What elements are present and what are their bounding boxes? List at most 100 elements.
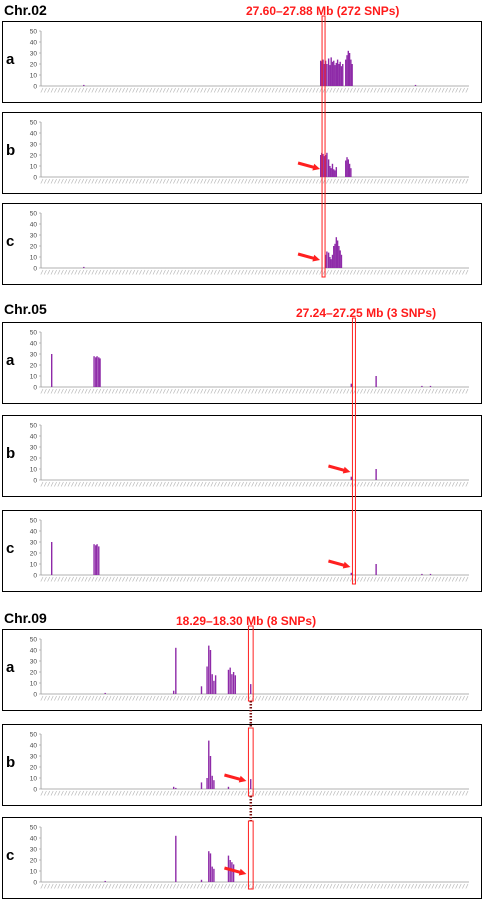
- x-tick-label: [309, 576, 312, 582]
- x-tick-label: [115, 269, 119, 275]
- x-tick-label: [196, 576, 200, 582]
- x-tick-label: [200, 576, 204, 582]
- region-label: 27.60–27.88 Mb (272 SNPs): [246, 4, 400, 18]
- x-tick-label: [312, 695, 316, 701]
- x-tick-label: [247, 178, 251, 184]
- x-tick-label: [404, 576, 408, 582]
- x-tick-label: [227, 695, 231, 701]
- x-tick-label: [210, 481, 214, 487]
- x-tick-label: [190, 576, 193, 582]
- x-tick-label: [159, 388, 163, 394]
- x-tick-label: [394, 481, 397, 487]
- snp-bar: [324, 60, 327, 86]
- x-tick-label: [288, 790, 292, 796]
- x-tick-label: [455, 883, 459, 889]
- x-tick-label: [428, 87, 431, 93]
- x-tick-label: [356, 269, 360, 275]
- x-tick-label: [159, 178, 163, 184]
- x-tick-label: [312, 87, 316, 93]
- x-tick-label: [111, 790, 115, 796]
- x-tick-label: [264, 883, 268, 889]
- x-tick-label: [438, 87, 442, 93]
- x-tick-label: [190, 178, 193, 184]
- snp-bar: [200, 879, 203, 882]
- x-tick-label: [142, 388, 146, 394]
- x-tick-label: [207, 883, 210, 889]
- x-tick-label: [203, 790, 207, 796]
- snp-bar: [95, 545, 97, 575]
- x-tick-label: [332, 883, 336, 889]
- x-tick-label: [363, 269, 367, 275]
- x-tick-label: [196, 883, 200, 889]
- x-tick-label: [312, 576, 316, 582]
- x-tick-label: [47, 87, 51, 93]
- x-tick-label: [305, 269, 309, 275]
- x-tick-label: [47, 388, 51, 394]
- x-tick-label: [390, 87, 394, 93]
- x-tick-label: [455, 388, 459, 394]
- x-tick-label: [193, 178, 197, 184]
- x-tick-label: [397, 87, 401, 93]
- x-tick-label: [91, 269, 95, 275]
- x-tick-label: [298, 695, 302, 701]
- x-tick-label: [207, 269, 210, 275]
- x-tick-label: [176, 87, 180, 93]
- x-tick-label: [74, 388, 78, 394]
- x-tick-label: [94, 576, 98, 582]
- x-tick-label: [305, 481, 309, 487]
- x-tick-label: [81, 269, 85, 275]
- x-tick-label: [441, 883, 445, 889]
- x-tick-label: [88, 576, 91, 582]
- x-tick-label: [84, 695, 88, 701]
- x-tick-label: [264, 388, 268, 394]
- snp-bar: [334, 243, 336, 268]
- x-tick-label: [179, 87, 183, 93]
- x-tick-label: [111, 87, 115, 93]
- x-tick-label: [213, 883, 217, 889]
- x-tick-label: [183, 87, 187, 93]
- chart-panel-c: c 0 10 20 30 40 50: [2, 817, 482, 899]
- x-tick-label: [380, 87, 384, 93]
- x-tick-label: [390, 269, 394, 275]
- x-tick-label: [54, 388, 57, 394]
- x-tick-label: [251, 883, 255, 889]
- x-tick-label: [302, 269, 306, 275]
- x-tick-label: [125, 87, 129, 93]
- x-tick-label: [441, 178, 445, 184]
- x-tick-label: [139, 883, 142, 889]
- x-tick-label: [441, 481, 445, 487]
- arrow-shaft: [224, 866, 243, 875]
- x-tick-label: [380, 388, 384, 394]
- snp-bar: [209, 853, 212, 882]
- x-tick-label: [462, 269, 465, 275]
- x-tick-label: [380, 695, 384, 701]
- x-tick-label: [74, 178, 78, 184]
- x-tick-label: [241, 87, 244, 93]
- x-tick-label: [230, 576, 234, 582]
- x-tick-label: [343, 883, 346, 889]
- x-tick-label: [428, 695, 431, 701]
- x-tick-label: [54, 695, 57, 701]
- x-tick-label: [74, 481, 78, 487]
- x-tick-label: [166, 388, 170, 394]
- x-tick-label: [190, 883, 193, 889]
- x-tick-label: [139, 388, 142, 394]
- x-tick-label: [448, 790, 452, 796]
- x-tick-label: [105, 695, 108, 701]
- x-tick-label: [227, 481, 231, 487]
- x-tick-label: [319, 576, 323, 582]
- x-tick-label: [64, 883, 68, 889]
- x-tick-label: [434, 883, 438, 889]
- x-tick-label: [336, 87, 340, 93]
- snp-bar: [333, 169, 335, 177]
- x-tick-label: [458, 695, 462, 701]
- x-tick-label: [411, 576, 414, 582]
- x-tick-label: [465, 481, 469, 487]
- x-tick-label: [111, 269, 115, 275]
- x-tick-label: [118, 87, 122, 93]
- y-tick-label: 50: [30, 28, 38, 35]
- x-tick-label: [207, 481, 210, 487]
- snp-bar: [98, 546, 100, 575]
- snp-bar: [96, 544, 98, 575]
- x-tick-label: [302, 790, 306, 796]
